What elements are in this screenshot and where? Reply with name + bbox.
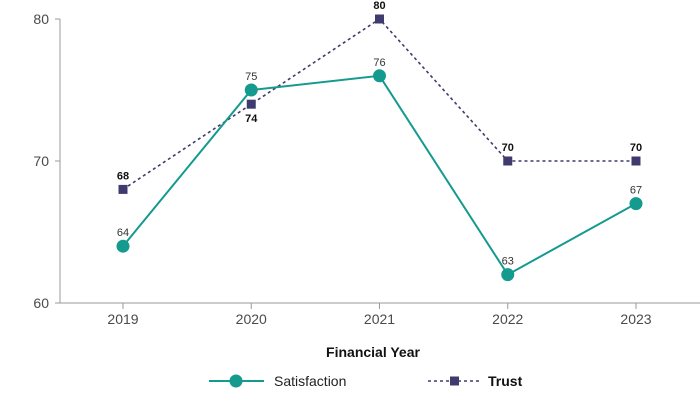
satisfaction-data-label: 76: [373, 57, 385, 69]
satisfaction-point: [116, 239, 130, 253]
x-tick-label: 2022: [492, 311, 523, 327]
satisfaction-data-label: 75: [245, 71, 257, 83]
trust-point: [118, 184, 128, 194]
satisfaction-data-label: 63: [502, 256, 514, 268]
legend-item-satisfaction: Satisfaction: [209, 373, 346, 389]
legend-satisfaction-marker: [229, 374, 243, 388]
legend-item-trust: Trust: [428, 373, 523, 389]
trust-point: [246, 99, 256, 109]
satisfaction-data-label: 67: [630, 185, 642, 197]
legend-trust-label: Trust: [488, 373, 523, 389]
x-tick-label: 2019: [107, 311, 138, 327]
series-line-satisfaction: [122, 74, 637, 276]
data-labels: 64 75 76 63 67 68 74 80 70 70: [117, 0, 642, 268]
y-tick-label: 70: [33, 153, 49, 169]
y-tick-label: 60: [33, 295, 49, 311]
legend-satisfaction-label: Satisfaction: [274, 373, 346, 389]
trust-point: [375, 14, 384, 24]
satisfaction-point: [373, 69, 386, 83]
x-tick-label: 2020: [236, 311, 267, 327]
x-tick-label: 2021: [364, 311, 395, 327]
y-tick-label: 80: [33, 11, 49, 27]
trust-data-label: 68: [117, 170, 129, 182]
trust-data-label: 80: [373, 0, 385, 12]
satisfaction-point: [501, 268, 515, 282]
satisfaction-point: [629, 197, 643, 211]
y-ticks: 60 70 80: [33, 11, 60, 311]
series-layer: [116, 14, 643, 282]
x-axis-title: Financial Year: [326, 344, 420, 360]
x-ticks: 2019 2020 2021 2022 2023: [107, 303, 652, 327]
series-line-trust: [122, 17, 636, 191]
legend: Satisfaction Trust: [209, 373, 523, 389]
trust-point: [631, 156, 641, 166]
satisfaction-data-label: 64: [117, 227, 129, 239]
satisfaction-point: [244, 83, 258, 97]
trust-data-label: 70: [630, 142, 642, 154]
trust-data-label: 70: [502, 142, 514, 154]
legend-trust-marker: [450, 376, 459, 386]
trust-data-label: 74: [245, 113, 258, 125]
x-tick-label: 2023: [620, 311, 651, 327]
trust-point: [503, 156, 513, 166]
